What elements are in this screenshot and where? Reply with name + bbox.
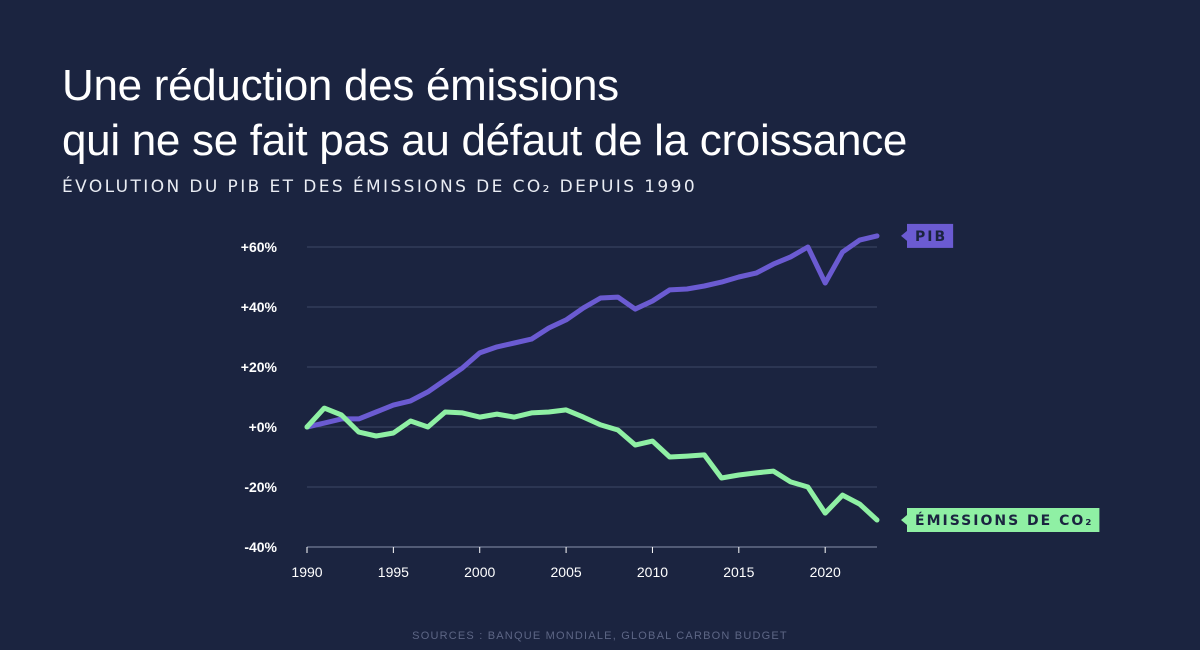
x-tick-label: 2015: [723, 564, 754, 580]
co2-label-tag: ÉMISSIONS DE CO₂: [901, 508, 1100, 532]
y-tick-label: -40%: [244, 539, 277, 555]
series-label-box: [907, 223, 954, 248]
series-lines: [304, 233, 880, 523]
pib-series-line: [304, 233, 880, 430]
series-label-pointer: [901, 230, 907, 241]
co2-series-line: [304, 405, 880, 523]
series-label-text: PIB: [915, 229, 947, 245]
y-tick-label: +0%: [249, 419, 278, 435]
x-axis-ticks: 1990 1995 2000 2005 2010 2015 2020: [291, 546, 877, 580]
series-label-box: [907, 508, 1100, 532]
y-tick-label: +20%: [241, 359, 278, 375]
x-tick-label: 1995: [378, 564, 409, 580]
y-tick-label: -20%: [244, 479, 277, 495]
x-tick-label: 2000: [464, 564, 495, 580]
series-label-pointer: [901, 515, 907, 525]
x-tick-label: 2005: [551, 564, 582, 580]
series-label-text: ÉMISSIONS DE CO₂: [915, 512, 1093, 529]
pib-label-tag: PIB: [901, 223, 954, 248]
x-tick-label: 1990: [291, 564, 322, 580]
series-labels: PIB ÉMISSIONS DE CO₂: [901, 223, 1100, 532]
y-tick-label: +60%: [241, 239, 278, 255]
chart-subtitle: ÉVOLUTION DU PIB ET DES ÉMISSIONS DE CO₂…: [62, 177, 698, 197]
title-line-1: Une réduction des émissions: [62, 61, 619, 110]
x-tick-label: 2010: [637, 564, 668, 580]
source-note: SOURCES : BANQUE MONDIALE, GLOBAL CARBON…: [412, 630, 788, 642]
y-tick-label: +40%: [241, 299, 278, 315]
title-line-2: qui ne se fait pas au défaut de la crois…: [62, 116, 908, 165]
y-axis-ticks: +60% +40% +20% +0% -20% -40%: [241, 239, 278, 555]
x-tick-label: 2020: [810, 564, 841, 580]
grid-lines: [307, 246, 877, 548]
page-title: Une réduction des émissions qui ne se fa…: [62, 58, 907, 168]
